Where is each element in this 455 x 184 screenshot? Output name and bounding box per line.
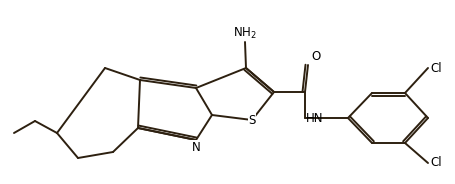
Text: N: N [192, 141, 200, 154]
Text: S: S [248, 114, 256, 127]
Text: Cl: Cl [430, 157, 442, 169]
Text: O: O [311, 50, 320, 63]
Text: HN: HN [306, 112, 324, 125]
Text: Cl: Cl [430, 61, 442, 75]
Text: NH$_2$: NH$_2$ [233, 26, 257, 41]
